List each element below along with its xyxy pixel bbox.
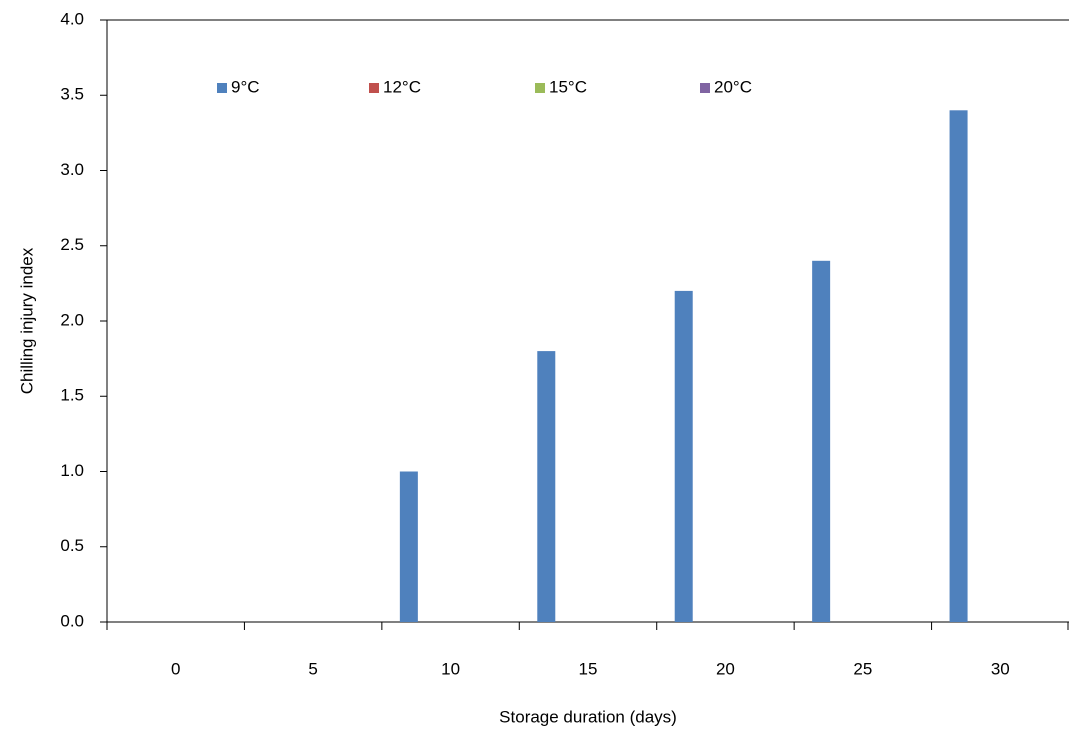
y-tick-label: 1.0 [60,461,84,480]
legend-swatch [369,83,379,93]
legend-swatch [535,83,545,93]
x-tick-label: 10 [441,659,460,678]
x-tick-label: 25 [853,659,872,678]
bar [950,110,968,622]
x-tick-label: 0 [171,659,180,678]
y-tick-label: 3.5 [60,85,84,104]
y-tick-label: 4.0 [60,9,84,28]
x-tick-label: 15 [579,659,598,678]
y-tick-label: 0.0 [60,611,84,630]
y-tick-label: 2.5 [60,235,84,254]
legend-label: 9°C [231,77,260,96]
y-axis-title: Chilling injury index [17,247,36,394]
legend-swatch [700,83,710,93]
y-tick-label: 2.0 [60,310,84,329]
legend-label: 15°C [549,77,587,96]
page: {"chart_data": {"type": "bar", "categori… [0,0,1069,733]
x-tick-label: 5 [308,659,317,678]
chart: Chilling injury index Storage duration (… [0,0,1069,733]
legend-label: 12°C [383,77,421,96]
bar [537,351,555,622]
x-tick-label: 20 [716,659,735,678]
legend-label: 20°C [714,77,752,96]
x-axis-title: Storage duration (days) [499,707,677,726]
bar [812,261,830,622]
y-tick-label: 0.5 [60,536,84,555]
legend-swatch [217,83,227,93]
y-tick-label: 3.0 [60,160,84,179]
bar [400,472,418,623]
y-tick-label: 1.5 [60,386,84,405]
x-tick-label: 30 [991,659,1010,678]
bar [675,291,693,622]
